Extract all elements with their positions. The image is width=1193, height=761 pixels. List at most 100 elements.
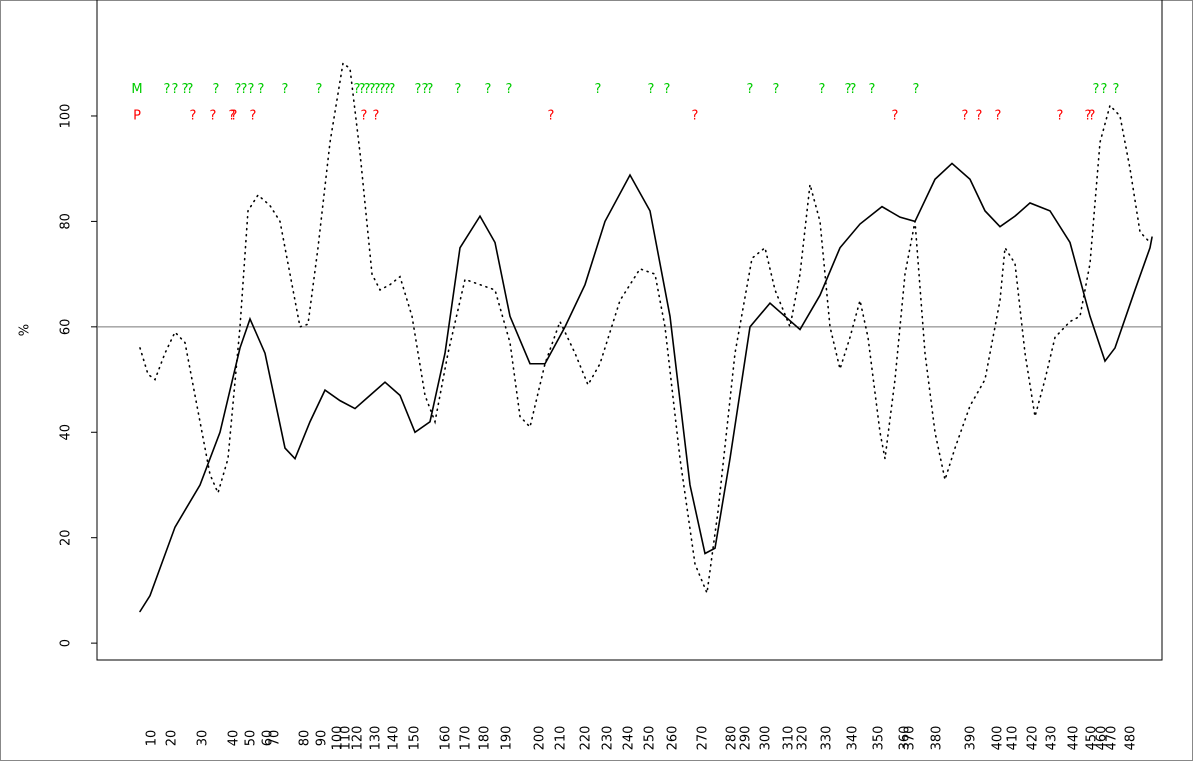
x-tick-label: 350	[872, 726, 887, 751]
x-tick-label: 180	[478, 726, 493, 751]
x-tick-label: 400	[991, 726, 1006, 751]
x-tick-label: 210	[554, 726, 569, 751]
marker: ?	[692, 108, 699, 123]
x-tick-label: 60	[261, 730, 276, 747]
y-tick-label: 100	[59, 104, 74, 129]
x-tick-label: 380	[930, 726, 945, 751]
x-tick-label: 130	[369, 726, 384, 751]
marker-row-label: M	[131, 82, 142, 97]
marker: ?	[374, 82, 381, 97]
x-tick-label: 450	[1085, 726, 1100, 751]
x-tick-label: 190	[500, 726, 515, 751]
x-tick-label: 20	[165, 730, 180, 747]
y-tick-label: 20	[59, 529, 74, 546]
x-tick-label: 120	[351, 726, 366, 751]
marker: ?	[1089, 108, 1096, 123]
marker: ?	[422, 82, 429, 97]
x-tick-label: 300	[759, 726, 774, 751]
x-tick-label: 10	[145, 730, 160, 747]
marker: ?	[190, 108, 197, 123]
y-tick-label: 80	[59, 213, 74, 230]
marker: ?	[248, 82, 255, 97]
x-tick-label: 430	[1045, 726, 1060, 751]
marker: ?	[164, 82, 171, 97]
marker: ?	[1057, 108, 1064, 123]
marker: ?	[747, 82, 754, 97]
marker: ?	[595, 82, 602, 97]
marker: ?	[995, 108, 1002, 123]
x-tick-label: 480	[1124, 726, 1139, 751]
marker: ?	[1093, 82, 1100, 97]
marker: ?	[231, 108, 238, 123]
x-tick-label: 70	[268, 730, 283, 747]
marker: ?	[384, 82, 391, 97]
x-tick-label: 50	[244, 730, 259, 747]
x-tick-label: 420	[1026, 726, 1041, 751]
x-tick-label: 160	[439, 726, 454, 751]
marker: ?	[172, 82, 179, 97]
x-tick-label: 30	[196, 730, 211, 747]
x-tick-label: 240	[622, 726, 637, 751]
marker: ?	[1085, 108, 1092, 123]
marker: ?	[258, 82, 265, 97]
marker: ?	[455, 82, 462, 97]
x-tick-label: 260	[666, 726, 681, 751]
x-tick-label: 220	[579, 726, 594, 751]
marker: ?	[250, 108, 257, 123]
marker: ?	[427, 82, 434, 97]
x-tick-label: 440	[1067, 726, 1082, 751]
marker-row-label: P	[133, 108, 141, 123]
marker: ?	[187, 82, 194, 97]
marker: ?	[548, 108, 555, 123]
plot-box	[96, 0, 1163, 661]
y-tick-label: 0	[59, 639, 74, 647]
x-tick-label: 90	[315, 730, 330, 747]
x-tick-label: 270	[696, 726, 711, 751]
marker: ?	[1101, 82, 1108, 97]
x-tick-label: 100	[331, 726, 346, 751]
x-tick-label: 390	[964, 726, 979, 751]
x-tick-label: 250	[643, 726, 658, 751]
x-tick-label: 310	[782, 726, 797, 751]
x-tick-label: 140	[387, 726, 402, 751]
marker: ?	[354, 82, 361, 97]
marker: ?	[359, 82, 366, 97]
x-tick-label: 340	[846, 726, 861, 751]
solid-line	[139, 162, 1153, 613]
marker: ?	[235, 82, 242, 97]
marker: ?	[364, 82, 371, 97]
marker: ?	[913, 82, 920, 97]
x-tick-label: 290	[739, 726, 754, 751]
marker: ?	[648, 82, 655, 97]
marker: ?	[373, 108, 380, 123]
marker: ?	[241, 82, 248, 97]
marker: ?	[664, 82, 671, 97]
x-tick-label: 280	[725, 726, 740, 751]
marker: ?	[210, 108, 217, 123]
marker: ?	[773, 82, 780, 97]
marker: ?	[976, 108, 983, 123]
marker: ?	[506, 82, 513, 97]
x-tick-label: 170	[459, 726, 474, 751]
marker: ?	[415, 82, 422, 97]
x-tick-label: 360	[898, 726, 913, 751]
y-tick-label: 40	[59, 424, 74, 441]
x-tick-label: 470	[1105, 726, 1120, 751]
x-tick-label: 110	[339, 726, 354, 751]
x-tick-label: 40	[227, 730, 242, 747]
marker: ?	[389, 82, 396, 97]
x-tick-label: 150	[408, 726, 423, 751]
marker: ?	[369, 82, 376, 97]
marker: ?	[845, 82, 852, 97]
marker: ?	[892, 108, 899, 123]
marker: ?	[229, 108, 236, 123]
x-tick-label: 80	[298, 730, 313, 747]
y-tick-label: 60	[59, 319, 74, 336]
x-tick-label: 230	[601, 726, 616, 751]
x-tick-label: 410	[1006, 726, 1021, 751]
marker: ?	[213, 82, 220, 97]
marker: ?	[1113, 82, 1120, 97]
marker: ?	[182, 82, 189, 97]
